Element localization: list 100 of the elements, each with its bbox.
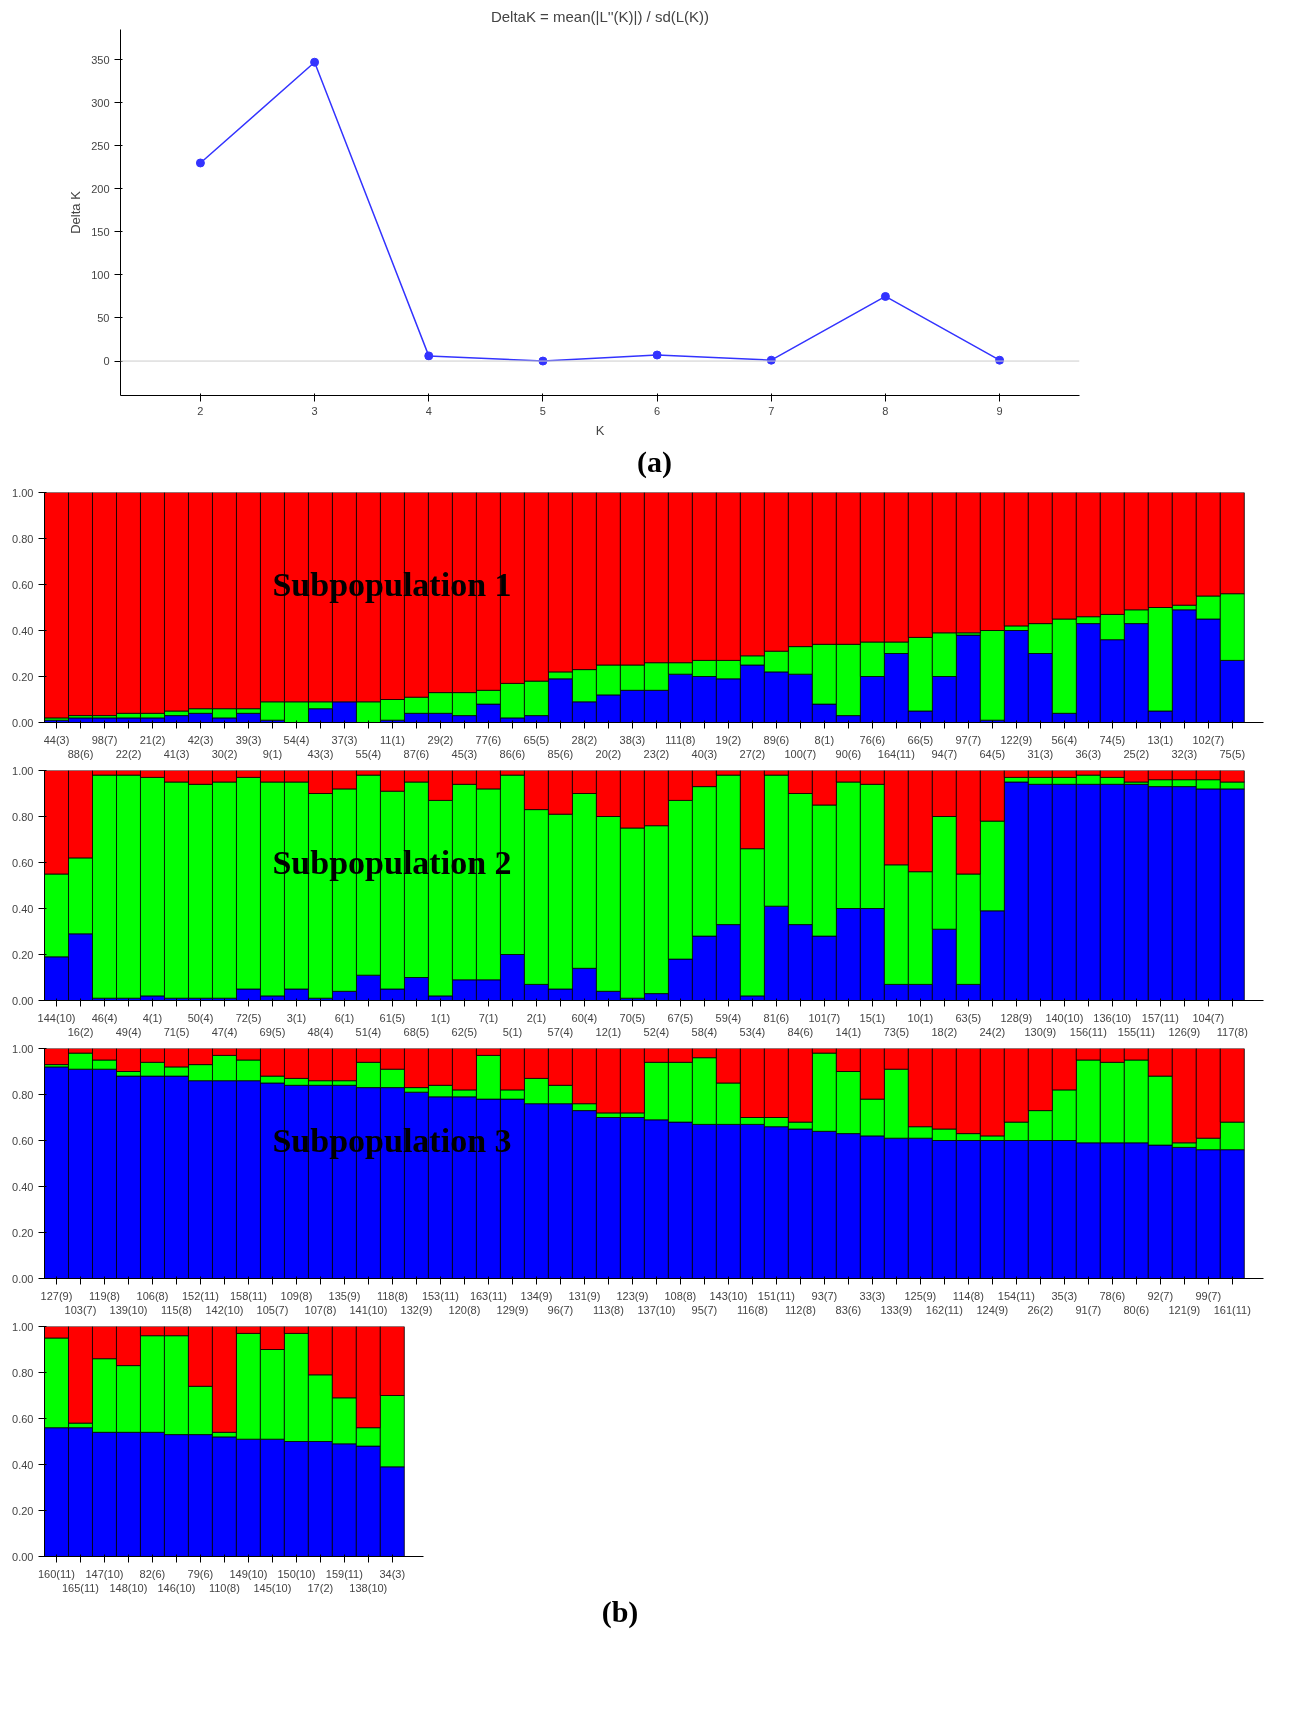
x-tick-label: 67(5) bbox=[667, 1011, 694, 1024]
y-tick-label: 0.00 bbox=[12, 716, 34, 729]
x-tick-label: 147(10) bbox=[85, 1567, 124, 1580]
x-tick-label: 131(9) bbox=[568, 1289, 601, 1302]
x-tick-label: 124(9) bbox=[976, 1303, 1009, 1316]
x-tick-label: 1(1) bbox=[430, 1011, 451, 1024]
x-tick-label: 41(3) bbox=[163, 747, 190, 760]
x-tick-label: 11(1) bbox=[380, 733, 405, 746]
x-tick-label: 3(1) bbox=[286, 1011, 307, 1024]
x-tick-label: 60(4) bbox=[571, 1011, 598, 1024]
x-tick-label: 40(3) bbox=[691, 747, 718, 760]
y-tick-label: 0.20 bbox=[12, 1504, 34, 1517]
x-tick-label: 51(4) bbox=[355, 1025, 382, 1038]
x-tick-label: 27(2) bbox=[739, 747, 766, 760]
x-tick-label: 72(5) bbox=[235, 1011, 262, 1024]
x-tick-label: 39(3) bbox=[235, 733, 262, 746]
x-tick-label: 44(3) bbox=[43, 733, 70, 746]
y-tick-label: 100 bbox=[91, 268, 110, 281]
x-tick-label: 57(4) bbox=[547, 1025, 574, 1038]
y-tick-label: 0.60 bbox=[12, 1412, 34, 1425]
x-tick-label: 153(11) bbox=[421, 1289, 459, 1302]
x-tick-label: 77(6) bbox=[475, 733, 502, 746]
x-tick-label: 127(9) bbox=[40, 1289, 73, 1302]
x-tick-label: 105(7) bbox=[256, 1303, 289, 1316]
x-tick-label: 37(3) bbox=[331, 733, 358, 746]
x-tick-label: 100(7) bbox=[784, 747, 817, 760]
x-tick-label: 36(3) bbox=[1075, 747, 1102, 760]
x-tick-label: 13(1) bbox=[1147, 733, 1174, 746]
x-tick-label: 107(8) bbox=[304, 1303, 337, 1316]
x-tick-label: 163(11) bbox=[469, 1289, 507, 1302]
x-tick-label: 78(6) bbox=[1099, 1289, 1126, 1302]
x-tick-label: 32(3) bbox=[1171, 747, 1198, 760]
x-tick-label: 9 bbox=[996, 404, 1003, 417]
x-tick-label: 8(1) bbox=[814, 733, 835, 746]
y-tick-label: 0.00 bbox=[12, 1550, 34, 1563]
y-tick-label: 0.80 bbox=[12, 1366, 34, 1379]
x-tick-label: 6 bbox=[654, 404, 661, 417]
x-tick-label: 109(8) bbox=[280, 1289, 313, 1302]
x-tick-label: 43(3) bbox=[307, 747, 334, 760]
y-tick-label: 0.20 bbox=[12, 948, 34, 961]
x-tick-label: 123(9) bbox=[616, 1289, 649, 1302]
x-tick-label: 138(10) bbox=[349, 1581, 388, 1594]
x-tick-label: 154(11) bbox=[997, 1289, 1035, 1302]
y-tick-label: 0.40 bbox=[12, 624, 34, 637]
x-tick-label: 112(8) bbox=[784, 1303, 816, 1316]
y-tick-label: 350 bbox=[91, 53, 110, 66]
x-tick-label: 162(11) bbox=[925, 1303, 963, 1316]
x-tick-label: 64(5) bbox=[979, 747, 1006, 760]
x-tick-label: 136(10) bbox=[1093, 1011, 1132, 1024]
x-tick-label: 96(7) bbox=[547, 1303, 574, 1316]
x-tick-label: 141(10) bbox=[349, 1303, 388, 1316]
x-tick-label: 2(1) bbox=[526, 1011, 547, 1024]
x-tick-label: 148(10) bbox=[109, 1581, 148, 1594]
x-tick-label: 7(1) bbox=[478, 1011, 499, 1024]
x-tick-label: 56(4) bbox=[1051, 733, 1078, 746]
x-tick-label: 98(7) bbox=[91, 733, 118, 746]
x-tick-label: 21(2) bbox=[139, 733, 166, 746]
x-tick-label: 3 bbox=[311, 404, 318, 417]
x-tick-label: 33(3) bbox=[859, 1289, 886, 1302]
y-tick-label: 0.00 bbox=[12, 994, 34, 1007]
x-tick-label: 73(5) bbox=[883, 1025, 910, 1038]
x-tick-label: 135(9) bbox=[328, 1289, 361, 1302]
x-tick-label: 74(5) bbox=[1099, 733, 1126, 746]
x-tick-label: 55(4) bbox=[355, 747, 382, 760]
x-tick-label: 151(11) bbox=[757, 1289, 795, 1302]
y-tick-label: 0.60 bbox=[12, 856, 34, 869]
x-tick-label: 102(7) bbox=[1192, 733, 1225, 746]
x-tick-label: 99(7) bbox=[1195, 1289, 1222, 1302]
x-tick-label: 119(8) bbox=[89, 1289, 120, 1302]
x-tick-label: 66(5) bbox=[907, 733, 934, 746]
x-tick-label: 7 bbox=[768, 404, 775, 417]
x-tick-label: 122(9) bbox=[1000, 733, 1033, 746]
x-tick-label: 17(2) bbox=[307, 1581, 334, 1594]
x-tick-label: 117(8) bbox=[1216, 1025, 1248, 1038]
x-tick-label: 48(4) bbox=[307, 1025, 334, 1038]
x-tick-label: 38(3) bbox=[619, 733, 646, 746]
x-tick-label: 10(1) bbox=[907, 1011, 934, 1024]
x-tick-label: 114(8) bbox=[952, 1289, 984, 1302]
y-tick-label: 0.60 bbox=[12, 1134, 34, 1147]
x-tick-label: 85(6) bbox=[547, 747, 574, 760]
x-tick-label: 104(7) bbox=[1192, 1011, 1225, 1024]
x-tick-label: 14(1) bbox=[835, 1025, 862, 1038]
y-tick-label: 1.00 bbox=[12, 764, 34, 777]
x-tick-label: 137(10) bbox=[637, 1303, 676, 1316]
x-tick-label: 120(8) bbox=[448, 1303, 481, 1316]
x-tick-label: 35(3) bbox=[1051, 1289, 1078, 1302]
x-tick-label: 126(9) bbox=[1168, 1025, 1201, 1038]
y-tick-label: 0.80 bbox=[12, 810, 34, 823]
x-tick-label: 132(9) bbox=[400, 1303, 433, 1316]
y-tick-label: 1.00 bbox=[12, 1042, 34, 1055]
x-tick-label: 103(7) bbox=[64, 1303, 97, 1316]
x-tick-label: 133(9) bbox=[880, 1303, 913, 1316]
x-tick-label: 130(9) bbox=[1024, 1025, 1057, 1038]
x-tick-label: 83(6) bbox=[835, 1303, 862, 1316]
x-tick-label: 23(2) bbox=[643, 747, 670, 760]
y-tick-label: 300 bbox=[91, 96, 110, 109]
x-tick-label: 20(2) bbox=[595, 747, 622, 760]
x-tick-label: 93(7) bbox=[811, 1289, 838, 1302]
x-tick-label: 34(3) bbox=[379, 1567, 406, 1580]
x-tick-label: 69(5) bbox=[259, 1025, 286, 1038]
